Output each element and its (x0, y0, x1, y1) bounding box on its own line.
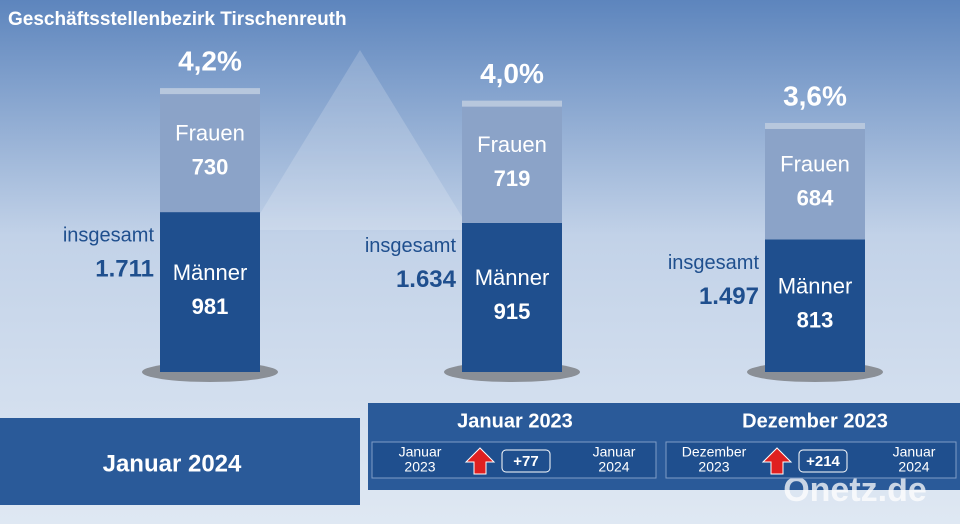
segment-name: Männer (475, 265, 550, 290)
bar-segment (765, 127, 865, 240)
segment-value: 813 (797, 308, 834, 333)
total-value: 1.634 (396, 266, 457, 293)
chart-title: Geschäftsstellenbezirk Tirschenreuth (8, 9, 347, 30)
category-label: Dezember 2023 (742, 410, 888, 432)
bar-segment (462, 222, 562, 372)
to-label: Januar (893, 444, 936, 460)
change-box (501, 449, 551, 473)
category-label: Januar 2024 (103, 450, 242, 477)
from-label: Januar (399, 444, 442, 460)
change-value: +77 (513, 453, 538, 470)
bar-segment (160, 93, 260, 213)
logo-shape (250, 50, 470, 230)
from-label: 2023 (698, 459, 729, 475)
segment-name: Frauen (780, 152, 850, 177)
bar-cap (765, 122, 865, 129)
segment-name: Frauen (477, 132, 547, 157)
total-value: 1.497 (699, 283, 759, 310)
total-name: insgesamt (365, 235, 457, 257)
total-name: insgesamt (668, 252, 760, 274)
segment-name: Männer (778, 274, 853, 299)
to-label: 2024 (598, 459, 629, 475)
bar-cap (462, 100, 562, 107)
segment-value: 684 (797, 186, 834, 211)
change-value: +214 (806, 453, 840, 470)
from-label: 2023 (404, 459, 435, 475)
up-arrow (761, 447, 793, 475)
to-label: Januar (593, 444, 636, 460)
total-name: insgesamt (63, 224, 155, 246)
bar-cap (160, 88, 260, 95)
segment-value: 730 (192, 154, 229, 179)
rate-label: 4,0% (480, 58, 544, 89)
category-label: Januar 2023 (457, 410, 573, 432)
bar-segment (462, 105, 562, 223)
segment-name: Männer (173, 260, 248, 285)
segment-value: 719 (494, 166, 531, 191)
segment-value: 981 (192, 294, 229, 319)
footer-band (0, 418, 360, 505)
from-label: Dezember (682, 444, 747, 460)
rate-label: 4,2% (178, 45, 242, 76)
rate-label: 3,6% (783, 80, 847, 111)
to-label: 2024 (898, 459, 929, 475)
bar-segment (160, 212, 260, 372)
total-value: 1.711 (95, 255, 154, 282)
bar-segment (765, 239, 865, 372)
up-arrow (464, 447, 496, 475)
segment-name: Frauen (175, 120, 245, 145)
segment-value: 915 (494, 299, 531, 324)
change-box (798, 449, 848, 473)
